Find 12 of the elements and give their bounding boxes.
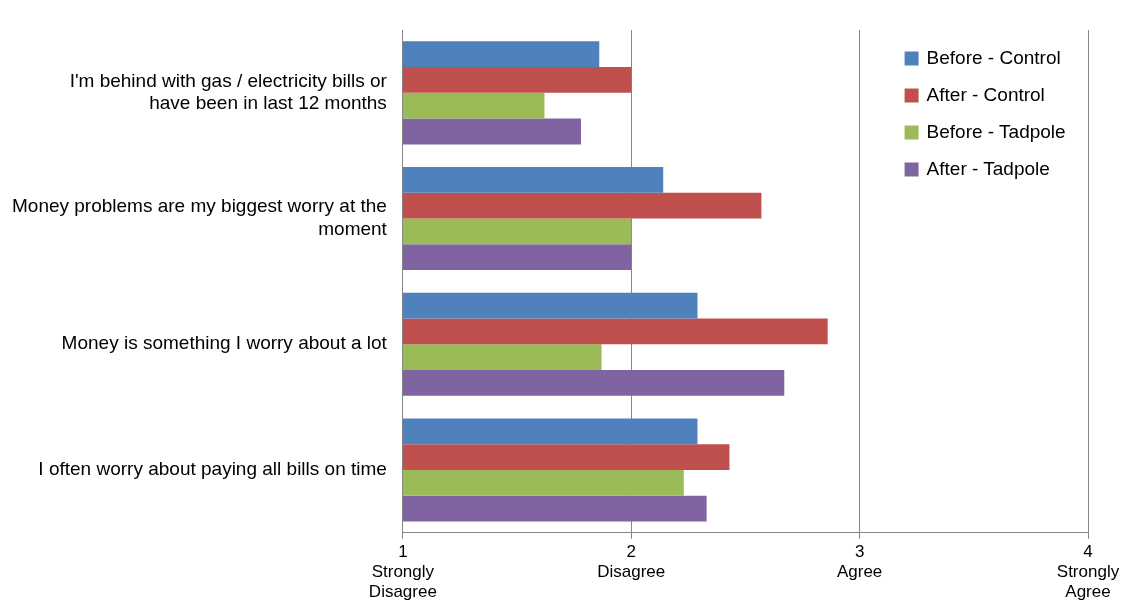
x-tick-label: 1 Strongly Disagree xyxy=(368,541,437,602)
x-tick-label: 3 Agree xyxy=(836,541,883,582)
y-tick-label: I often worry about paying all bills on time xyxy=(38,458,387,480)
legend-label: Before - Control xyxy=(926,46,1061,68)
y-tick-label: Money problems are my biggest worry at the moment xyxy=(11,195,388,240)
legend-label: Before - Tadpole xyxy=(926,120,1066,142)
x-tick-label: 4 Strongly Agree xyxy=(1056,541,1120,602)
y-tick-label: I'm behind with gas / electricity bills or have been in last 12 months xyxy=(69,69,388,114)
legend-label: After - Tadpole xyxy=(926,157,1050,179)
x-tick-label: 2 Disagree xyxy=(597,541,666,582)
y-tick-label: Money is something I worry about a lot xyxy=(61,332,388,354)
legend-label: After - Control xyxy=(926,83,1045,105)
